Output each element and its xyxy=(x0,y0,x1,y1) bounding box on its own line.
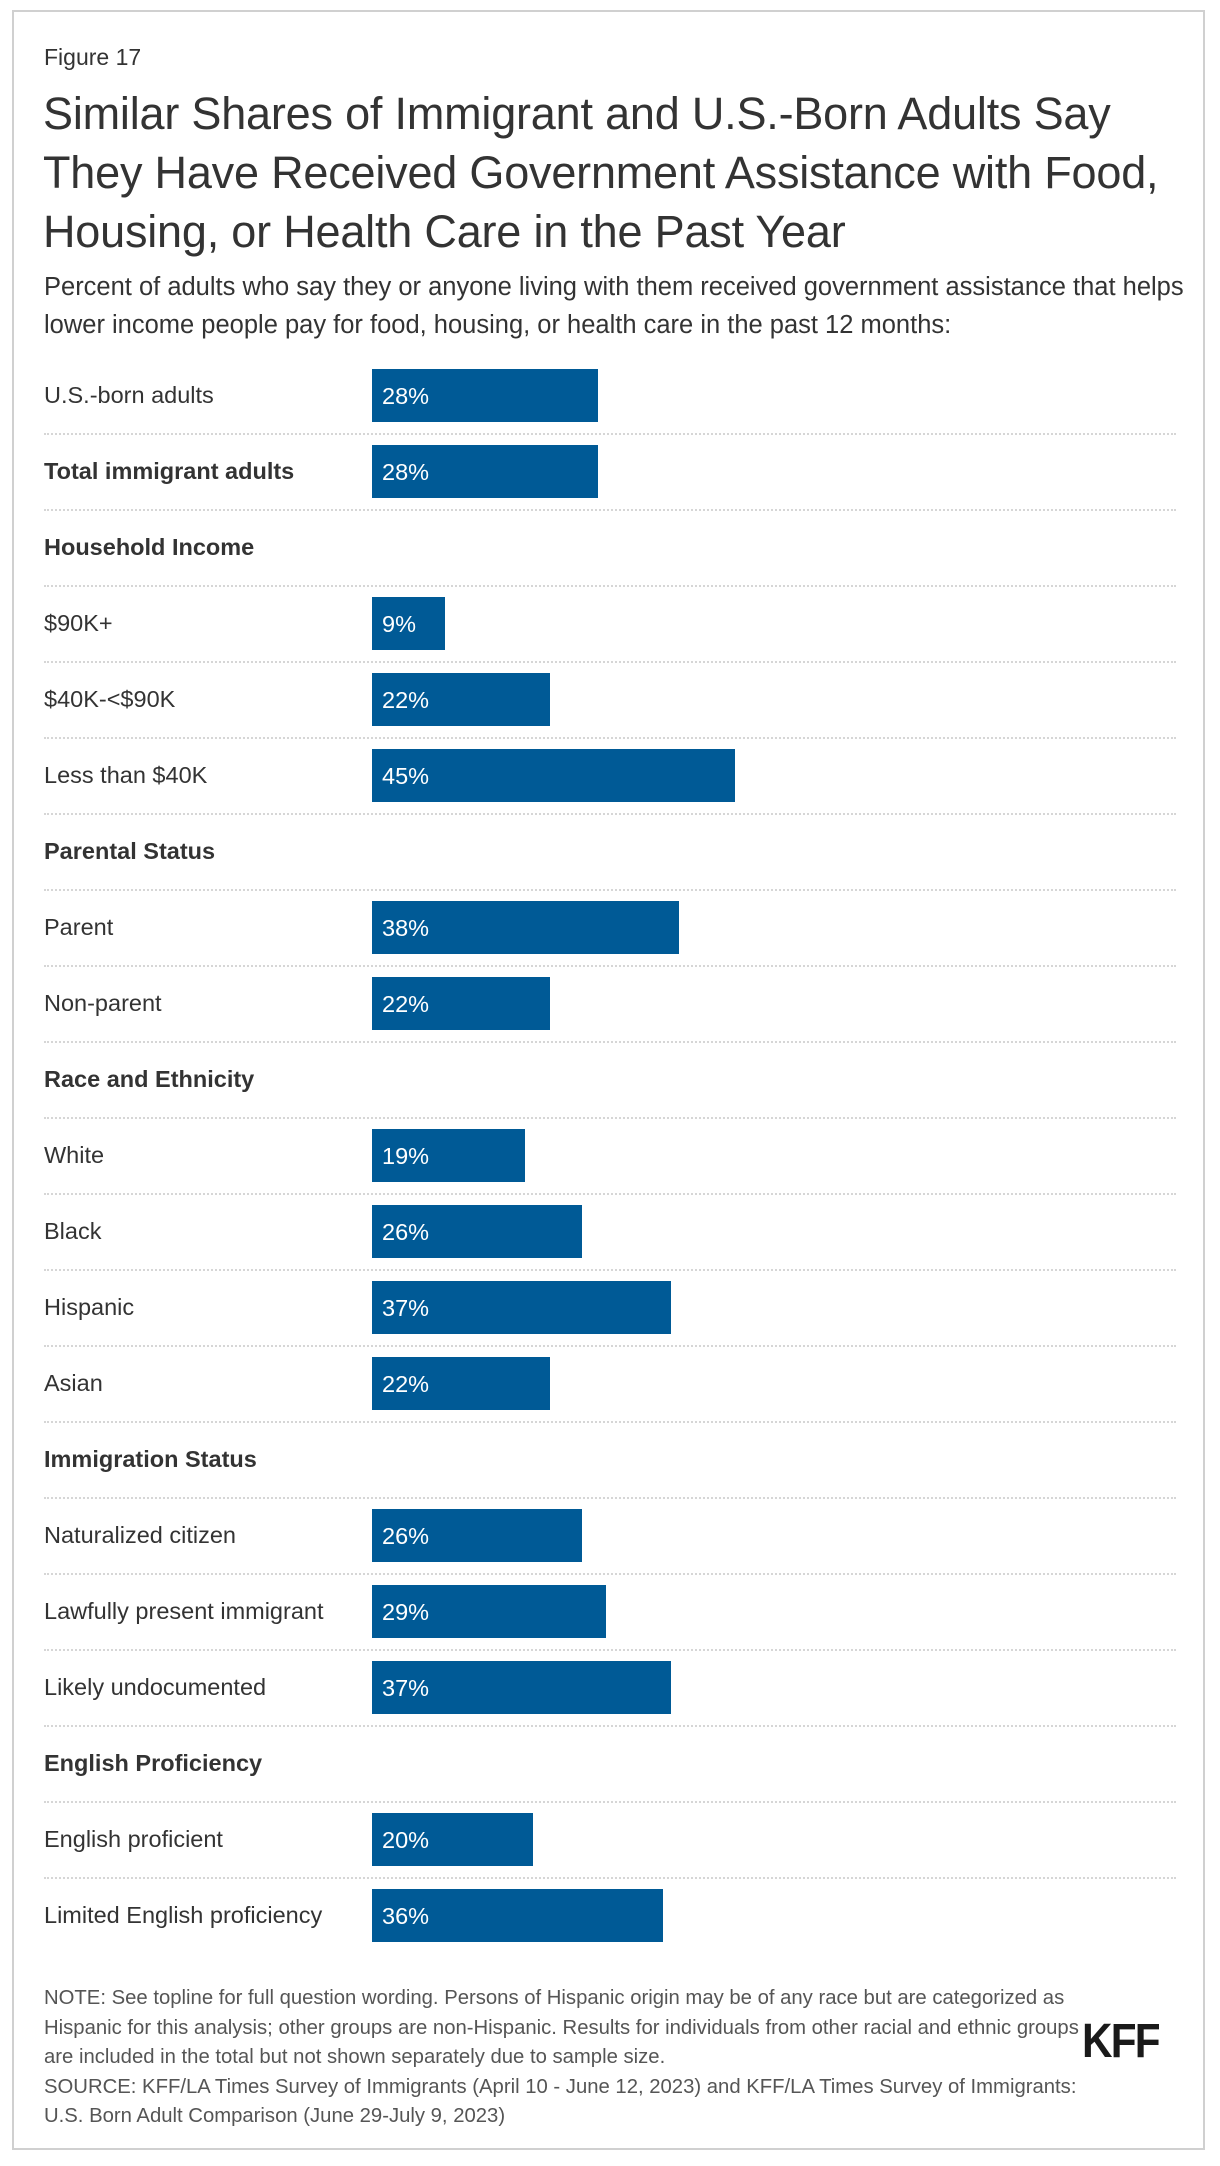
category-label: $90K+ xyxy=(44,610,113,636)
category-label: Black xyxy=(44,1218,102,1244)
row-divider xyxy=(44,1117,1176,1119)
row-divider xyxy=(44,509,1176,511)
category-label: White xyxy=(44,1142,105,1168)
category-label: Limited English proficiency xyxy=(44,1902,323,1928)
figure-label: Figure 17 xyxy=(44,44,142,70)
bar-value-label: 20% xyxy=(382,1827,430,1853)
row-divider xyxy=(44,1269,1176,1271)
bar-value-label: 28% xyxy=(382,459,430,485)
bar-value-label: 37% xyxy=(382,1675,430,1701)
category-label: $40K-<$90K xyxy=(44,686,176,712)
bar: 37% xyxy=(372,1281,671,1334)
category-label: Less than $40K xyxy=(44,762,208,788)
bar: 36% xyxy=(372,1889,663,1942)
group-header: Household Income xyxy=(44,534,255,560)
category-label: Lawfully present immigrant xyxy=(44,1598,324,1624)
bar: 29% xyxy=(372,1585,607,1638)
row-divider xyxy=(44,965,1176,967)
note-text: NOTE: See topline for full question word… xyxy=(44,1987,1079,2069)
bar: 38% xyxy=(372,901,679,954)
group-header: English Proficiency xyxy=(44,1750,263,1776)
bar: 45% xyxy=(372,749,736,802)
row-divider xyxy=(44,1725,1176,1727)
source-text: SOURCE: KFF/LA Times Survey of Immigrant… xyxy=(44,2075,1077,2128)
row-divider xyxy=(44,1573,1176,1575)
row-divider xyxy=(44,1877,1176,1879)
category-label: English proficient xyxy=(44,1826,223,1852)
bar-value-label: 22% xyxy=(382,991,430,1017)
kff-logo: KFF xyxy=(1082,2015,1161,2068)
category-label: Total immigrant adults xyxy=(44,458,295,484)
row-divider xyxy=(44,1649,1176,1651)
group-header: Parental Status xyxy=(44,838,216,864)
bar: 28% xyxy=(372,369,598,422)
bar: 26% xyxy=(372,1509,582,1562)
bar: 26% xyxy=(372,1205,582,1258)
bar: 9% xyxy=(372,597,445,650)
row-divider xyxy=(44,1801,1176,1803)
category-label: Hispanic xyxy=(44,1294,135,1320)
bar-value-label: 45% xyxy=(382,763,430,789)
row-divider xyxy=(44,813,1176,815)
group-header: Race and Ethnicity xyxy=(44,1066,255,1092)
bar-value-label: 28% xyxy=(382,383,430,409)
bar: 22% xyxy=(372,1357,550,1410)
footnote: NOTE: See topline for full question word… xyxy=(44,1984,1084,2132)
category-label: Non-parent xyxy=(44,990,162,1016)
bar-value-label: 22% xyxy=(382,1371,430,1397)
bar-value-label: 22% xyxy=(382,687,430,713)
row-divider xyxy=(44,1041,1176,1043)
bar: 22% xyxy=(372,673,550,726)
bar-value-label: 19% xyxy=(382,1143,430,1169)
bar-value-label: 36% xyxy=(382,1903,430,1929)
figure-frame xyxy=(12,10,1205,2150)
bar: 22% xyxy=(372,977,550,1030)
chart-subtitle: Percent of adults who say they or anyone… xyxy=(44,273,1184,339)
bar-value-label: 26% xyxy=(382,1523,430,1549)
category-label: Asian xyxy=(44,1370,103,1396)
row-divider xyxy=(44,1421,1176,1423)
bar-value-label: 9% xyxy=(382,611,416,637)
row-divider xyxy=(44,661,1176,663)
row-divider xyxy=(44,1345,1176,1347)
bar-value-label: 37% xyxy=(382,1295,430,1321)
category-label: Parent xyxy=(44,914,114,940)
category-label: U.S.-born adults xyxy=(44,382,214,408)
row-divider xyxy=(44,585,1176,587)
bar-value-label: 29% xyxy=(382,1599,430,1625)
row-divider xyxy=(44,1497,1176,1499)
group-header: Immigration Status xyxy=(44,1446,257,1472)
bar: 28% xyxy=(372,445,598,498)
row-divider xyxy=(44,737,1176,739)
chart-title: Similar Shares of Immigrant and U.S.-Bor… xyxy=(43,88,1159,257)
bar: 20% xyxy=(372,1813,534,1866)
row-divider xyxy=(44,1193,1176,1195)
row-divider xyxy=(44,889,1176,891)
row-divider xyxy=(44,433,1176,435)
category-label: Naturalized citizen xyxy=(44,1522,237,1548)
bar: 19% xyxy=(372,1129,526,1182)
category-label: Likely undocumented xyxy=(44,1674,267,1700)
bar: 37% xyxy=(372,1661,671,1714)
bar-value-label: 26% xyxy=(382,1219,430,1245)
bar-value-label: 38% xyxy=(382,915,430,941)
